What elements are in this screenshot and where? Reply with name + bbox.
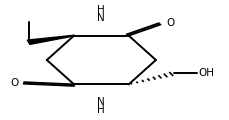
Text: H
N: H N xyxy=(97,5,105,23)
Text: O: O xyxy=(10,78,18,88)
Text: OH: OH xyxy=(197,68,213,78)
Text: O: O xyxy=(165,18,174,28)
Polygon shape xyxy=(27,35,74,44)
Text: N
H: N H xyxy=(97,97,105,115)
